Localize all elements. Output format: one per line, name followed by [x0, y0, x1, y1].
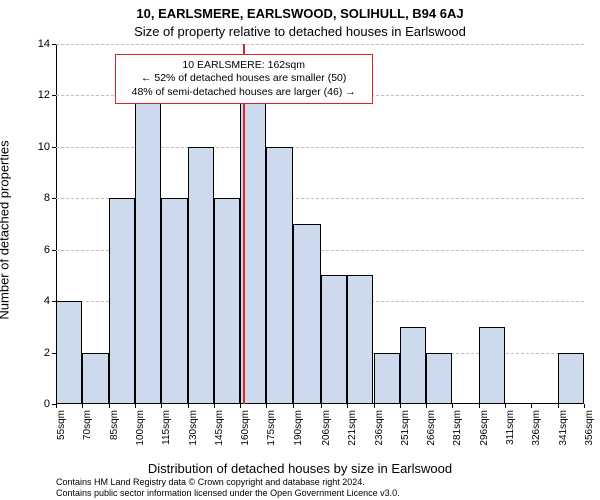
attribution-line: Contains HM Land Registry data © Crown c…: [56, 477, 592, 487]
x-tick: [479, 404, 480, 408]
x-tick: [452, 404, 453, 408]
annotation-line: 48% of semi-detached houses are larger (…: [124, 86, 364, 99]
histogram-bar: [400, 327, 426, 404]
x-tick-label: 70sqm: [82, 410, 93, 440]
y-tick: [52, 198, 56, 199]
grid-line: [56, 44, 584, 46]
x-tick: [426, 404, 427, 408]
histogram-bar: [82, 353, 108, 404]
histogram-bar: [479, 327, 505, 404]
x-tick-label: 296sqm: [479, 410, 490, 446]
y-tick-label: 6: [44, 244, 50, 256]
chart-area: 0246810121455sqm70sqm85sqm100sqm115sqm13…: [56, 44, 584, 404]
histogram-bar: [266, 147, 292, 404]
annotation-line: 10 EARLSMERE: 162sqm: [124, 59, 364, 72]
x-axis-label: Distribution of detached houses by size …: [0, 461, 600, 476]
histogram-bar: [426, 353, 452, 404]
page-title: 10, EARLSMERE, EARLSWOOD, SOLIHULL, B94 …: [0, 6, 600, 21]
x-tick: [505, 404, 506, 408]
histogram-bar: [558, 353, 584, 404]
y-axis-label: Number of detached properties: [0, 51, 12, 230]
x-tick: [400, 404, 401, 408]
histogram-bar: [347, 275, 373, 404]
y-tick-label: 10: [38, 141, 50, 153]
histogram-bar: [374, 353, 400, 404]
x-tick: [293, 404, 294, 408]
x-tick: [135, 404, 136, 408]
x-tick-label: 206sqm: [321, 410, 332, 446]
x-tick-label: 175sqm: [266, 410, 277, 446]
histogram-bar: [293, 224, 321, 404]
y-tick-label: 12: [38, 89, 50, 101]
x-tick-label: 356sqm: [584, 410, 595, 446]
histogram-bar: [56, 301, 82, 404]
histogram-bar: [135, 95, 161, 404]
figure: 10, EARLSMERE, EARLSWOOD, SOLIHULL, B94 …: [0, 0, 600, 500]
y-tick: [52, 95, 56, 96]
x-tick: [109, 404, 110, 408]
x-tick: [374, 404, 375, 408]
y-tick-label: 0: [44, 398, 50, 410]
page-subtitle: Size of property relative to detached ho…: [0, 24, 600, 39]
x-tick-label: 190sqm: [293, 410, 304, 446]
x-tick-label: 85sqm: [109, 410, 120, 440]
attribution-line: Contains public sector information licen…: [56, 488, 592, 498]
y-tick-label: 8: [44, 192, 50, 204]
x-tick-label: 236sqm: [374, 410, 385, 446]
x-tick-label: 145sqm: [214, 410, 225, 446]
y-tick: [52, 44, 56, 45]
histogram-bar: [321, 275, 347, 404]
x-tick-label: 341sqm: [558, 410, 569, 446]
annotation-box: 10 EARLSMERE: 162sqm← 52% of detached ho…: [115, 54, 373, 103]
x-tick: [531, 404, 532, 408]
histogram-bar: [214, 198, 240, 404]
x-tick-label: 326sqm: [531, 410, 542, 446]
x-tick-label: 115sqm: [161, 410, 172, 445]
x-tick-label: 160sqm: [240, 410, 251, 446]
histogram-bar: [109, 198, 135, 404]
y-tick-label: 14: [38, 38, 50, 50]
x-tick-label: 266sqm: [426, 410, 437, 446]
x-tick: [558, 404, 559, 408]
x-tick-label: 55sqm: [56, 410, 67, 440]
x-tick-label: 221sqm: [347, 410, 358, 446]
y-tick: [52, 147, 56, 148]
x-tick: [82, 404, 83, 408]
x-tick: [214, 404, 215, 408]
attribution-text: Contains HM Land Registry data © Crown c…: [56, 477, 592, 498]
x-tick-label: 100sqm: [135, 410, 146, 446]
x-tick-label: 311sqm: [505, 410, 516, 445]
annotation-line: ← 52% of detached houses are smaller (50…: [124, 72, 364, 85]
x-tick: [584, 404, 585, 408]
histogram-bar: [188, 147, 214, 404]
x-tick: [161, 404, 162, 408]
y-tick-label: 4: [44, 295, 50, 307]
x-tick: [188, 404, 189, 408]
x-tick: [321, 404, 322, 408]
x-tick-label: 251sqm: [400, 410, 411, 446]
y-tick: [52, 250, 56, 251]
x-tick: [240, 404, 241, 408]
histogram-bar: [161, 198, 187, 404]
x-tick: [347, 404, 348, 408]
x-tick-label: 281sqm: [452, 410, 463, 446]
x-tick: [266, 404, 267, 408]
y-tick-label: 2: [44, 347, 50, 359]
x-tick-label: 130sqm: [188, 410, 199, 446]
x-tick: [56, 404, 57, 408]
